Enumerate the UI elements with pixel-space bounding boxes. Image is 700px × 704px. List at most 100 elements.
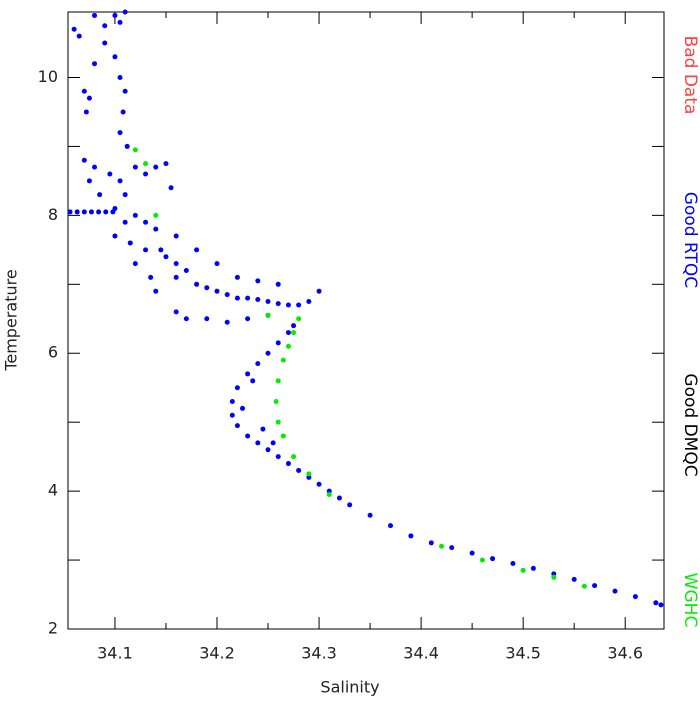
- data-point: [530, 565, 536, 571]
- data-point: [102, 40, 108, 46]
- data-point: [163, 161, 169, 167]
- data-point: [76, 33, 82, 39]
- data-point: [653, 600, 659, 606]
- data-point: [273, 399, 279, 405]
- x-axis-label: Salinity: [320, 678, 379, 697]
- data-point: [214, 261, 220, 267]
- x-tick-label: 34.6: [607, 644, 643, 663]
- data-point: [117, 19, 123, 25]
- data-point: [67, 209, 73, 215]
- data-point: [158, 247, 164, 253]
- data-point: [153, 288, 159, 294]
- data-point: [510, 561, 516, 567]
- data-point: [275, 340, 281, 346]
- data-point: [224, 319, 230, 325]
- data-point: [255, 296, 261, 302]
- data-point: [74, 209, 80, 215]
- data-point: [260, 426, 266, 432]
- data-point: [265, 312, 271, 318]
- data-point: [173, 261, 179, 267]
- data-point: [479, 557, 485, 563]
- data-point: [204, 285, 210, 291]
- data-point: [469, 550, 475, 556]
- data-point: [592, 583, 598, 589]
- data-point: [153, 212, 159, 218]
- x-tick-label: 34.3: [301, 644, 337, 663]
- data-point: [306, 299, 312, 305]
- data-point: [120, 109, 126, 115]
- data-point: [291, 454, 297, 460]
- data-point: [275, 454, 281, 460]
- data-point: [153, 164, 159, 170]
- data-point: [291, 323, 297, 329]
- data-point: [122, 88, 128, 94]
- data-point: [112, 12, 118, 18]
- data-point: [255, 361, 261, 367]
- data-point: [86, 178, 92, 184]
- data-point: [280, 433, 286, 439]
- data-point: [296, 302, 302, 308]
- data-point: [291, 330, 297, 336]
- data-point: [148, 274, 154, 280]
- data-point: [173, 233, 179, 239]
- data-point: [306, 471, 312, 477]
- data-point: [285, 461, 291, 467]
- data-point: [103, 209, 109, 215]
- data-point: [234, 274, 240, 280]
- data-point: [234, 295, 240, 301]
- data-point: [428, 540, 434, 546]
- data-point: [229, 412, 235, 418]
- data-point: [234, 423, 240, 429]
- data-point: [112, 205, 118, 211]
- data-point: [658, 602, 664, 608]
- data-point: [132, 147, 138, 153]
- data-point: [173, 274, 179, 280]
- plot-frame: [67, 11, 665, 630]
- y-tick-label: 10: [38, 67, 58, 86]
- data-point: [81, 157, 87, 163]
- data-point: [581, 583, 587, 589]
- data-point: [347, 502, 353, 508]
- legend-label: WGHC: [680, 573, 700, 628]
- y-axis-label: Temperature: [2, 269, 21, 371]
- data-point: [194, 281, 200, 287]
- data-point: [173, 309, 179, 315]
- data-point: [143, 161, 149, 167]
- data-point: [632, 594, 638, 600]
- data-point: [112, 233, 118, 239]
- data-point: [143, 171, 149, 177]
- data-point: [83, 109, 89, 115]
- y-tick-label: 2: [48, 619, 58, 638]
- data-point: [86, 95, 92, 101]
- data-point: [367, 512, 373, 518]
- data-point: [285, 343, 291, 349]
- data-point: [132, 212, 138, 218]
- data-point: [255, 278, 261, 284]
- data-point: [250, 378, 256, 384]
- data-point: [204, 316, 210, 322]
- data-point: [285, 302, 291, 308]
- data-point: [408, 533, 414, 539]
- data-point: [234, 385, 240, 391]
- legend-label: Good DMQC: [680, 373, 700, 476]
- data-point: [296, 467, 302, 473]
- data-point: [183, 316, 189, 322]
- data-point: [92, 164, 98, 170]
- data-point: [127, 240, 133, 246]
- data-point: [143, 247, 149, 253]
- data-point: [117, 130, 123, 136]
- data-point: [132, 164, 138, 170]
- data-point: [285, 330, 291, 336]
- data-point: [245, 433, 251, 439]
- data-point: [183, 268, 189, 274]
- data-point: [296, 316, 302, 322]
- data-point: [449, 545, 455, 551]
- data-point: [326, 492, 332, 498]
- data-point: [224, 292, 230, 298]
- data-point: [122, 192, 128, 198]
- data-point: [168, 185, 174, 191]
- data-point: [306, 474, 312, 480]
- legend-label: Bad Data: [680, 36, 700, 115]
- data-point: [163, 254, 169, 260]
- x-tick-label: 34.2: [199, 644, 235, 663]
